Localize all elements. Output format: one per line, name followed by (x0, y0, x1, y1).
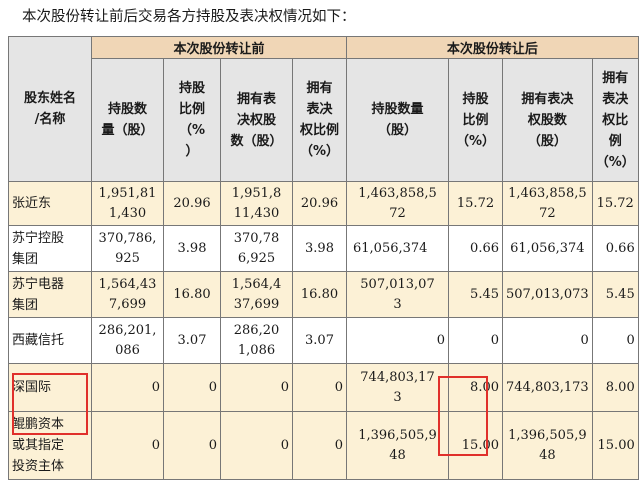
vote-shares-after: 1,396,505,9 48 (502, 411, 593, 480)
vote-ratio-before: 16.80 (292, 271, 347, 318)
table-caption: 本次股份转让前后交易各方持股及表决权情况如下： (22, 9, 356, 25)
ratio-after: 0.66 (448, 225, 503, 272)
ratio-after: 15.72 (448, 181, 503, 226)
shareholding-table: 股东姓名/名称 本次股份转让前 本次股份转让后 持股数 量（股） 持股 比例 （%） … (8, 36, 639, 480)
vote-shares-before: 286,20 1,086 (220, 317, 293, 364)
ratio-after: 5.45 (448, 271, 503, 318)
shares-after: 1,396,505,9 48 (346, 411, 449, 480)
vote-shares-before: 1,564,4 37,699 (220, 271, 293, 318)
vote-shares-after: 0 (502, 317, 593, 364)
header-before-transfer: 本次股份转让前 (91, 36, 347, 59)
vote-ratio-before: 0 (292, 363, 347, 412)
shares-after: 61,056,374 (346, 225, 449, 272)
header-after-transfer: 本次股份转让后 (346, 36, 639, 59)
header-vote-ratio-after: 拥有 表决 权比 例（%） (591, 58, 639, 182)
vote-ratio-after: 8.00 (591, 363, 639, 412)
shares-after: 744,803,17 3 (346, 363, 449, 412)
header-shares-after: 持股数量 （股） (346, 58, 449, 182)
ratio-before: 20.96 (163, 181, 221, 226)
header-vote-ratio-before: 拥有 表决 权比例 （%） (292, 58, 347, 182)
header-shareholder-name: 股东姓名/名称 (8, 36, 92, 182)
vote-shares-after: 61,056,374 (502, 225, 593, 272)
vote-ratio-after: 15.00 (591, 411, 639, 480)
table-row: 苏宁电器 集团 1,564,43 7,699 16.80 1,564,4 37,699… (8, 271, 639, 318)
header-ratio-before: 持股 比例 （%） (163, 58, 221, 182)
table-row: 张近东 1,951,81 1,430 20.96 1,951,8 11,430 20… (8, 181, 639, 226)
shares-after: 507,013,07 3 (346, 271, 449, 318)
table-row: 深国际 0 0 0 0 744,803,17 3 8.00 744,803,173… (8, 363, 639, 412)
shares-before: 1,951,81 1,430 (91, 181, 164, 226)
vote-ratio-after: 15.72 (591, 181, 639, 226)
shareholder-name: 深国际 (8, 363, 92, 412)
shares-before: 1,564,43 7,699 (91, 271, 164, 318)
vote-shares-before: 0 (220, 363, 293, 412)
vote-ratio-before: 3.07 (292, 317, 347, 364)
header-vote-shares-before: 拥有表 决权股 数（股） (220, 58, 293, 182)
ratio-after: 0 (448, 317, 503, 364)
highlight-box-shenguoji (12, 373, 88, 435)
vote-shares-before: 370,78 6,925 (220, 225, 293, 272)
ratio-before: 16.80 (163, 271, 221, 318)
highlight-box-ratio-after (438, 376, 488, 456)
shares-after: 1,463,858,5 72 (346, 181, 449, 226)
vote-shares-after: 744,803,173 (502, 363, 593, 412)
shares-before: 0 (91, 411, 164, 480)
header-ratio-after: 持股 比例 （%） (448, 58, 503, 182)
vote-shares-before: 0 (220, 411, 293, 480)
shares-before: 286,201, 086 (91, 317, 164, 364)
vote-ratio-before: 0 (292, 411, 347, 480)
vote-shares-before: 1,951,8 11,430 (220, 181, 293, 226)
ratio-before: 3.98 (163, 225, 221, 272)
table-row: 西藏信托 286,201, 086 3.07 286,20 1,086 3.07 0… (8, 317, 639, 364)
header-shares-before: 持股数 量（股） (91, 58, 164, 182)
shares-after: 0 (346, 317, 449, 364)
shareholder-name: 西藏信托 (8, 317, 92, 364)
shares-before: 370,786, 925 (91, 225, 164, 272)
vote-ratio-before: 20.96 (292, 181, 347, 226)
vote-shares-after: 507,013,073 (502, 271, 593, 318)
shareholder-name: 苏宁电器 集团 (8, 271, 92, 318)
vote-ratio-after: 0 (591, 317, 639, 364)
ratio-before: 0 (163, 363, 221, 412)
ratio-after: 8.00 (448, 363, 503, 412)
shares-before: 0 (91, 363, 164, 412)
shareholder-name: 苏宁控股 集团 (8, 225, 92, 272)
ratio-after: 15.00 (448, 411, 503, 480)
table-row: 苏宁控股 集团 370,786, 925 3.98 370,78 6,925 3.98… (8, 225, 639, 272)
vote-ratio-after: 5.45 (591, 271, 639, 318)
shareholder-name: 张近东 (8, 181, 92, 226)
header-vote-shares-after: 拥有表决 权股数 （股） (502, 58, 593, 182)
ratio-before: 0 (163, 411, 221, 480)
vote-ratio-before: 3.98 (292, 225, 347, 272)
vote-shares-after: 1,463,858,5 72 (502, 181, 593, 226)
vote-ratio-after: 0.66 (591, 225, 639, 272)
table-row: 鲲鹏资本 或其指定 投资主体 0 0 0 0 1,396,505,9 48 15.00… (8, 411, 639, 480)
ratio-before: 3.07 (163, 317, 221, 364)
